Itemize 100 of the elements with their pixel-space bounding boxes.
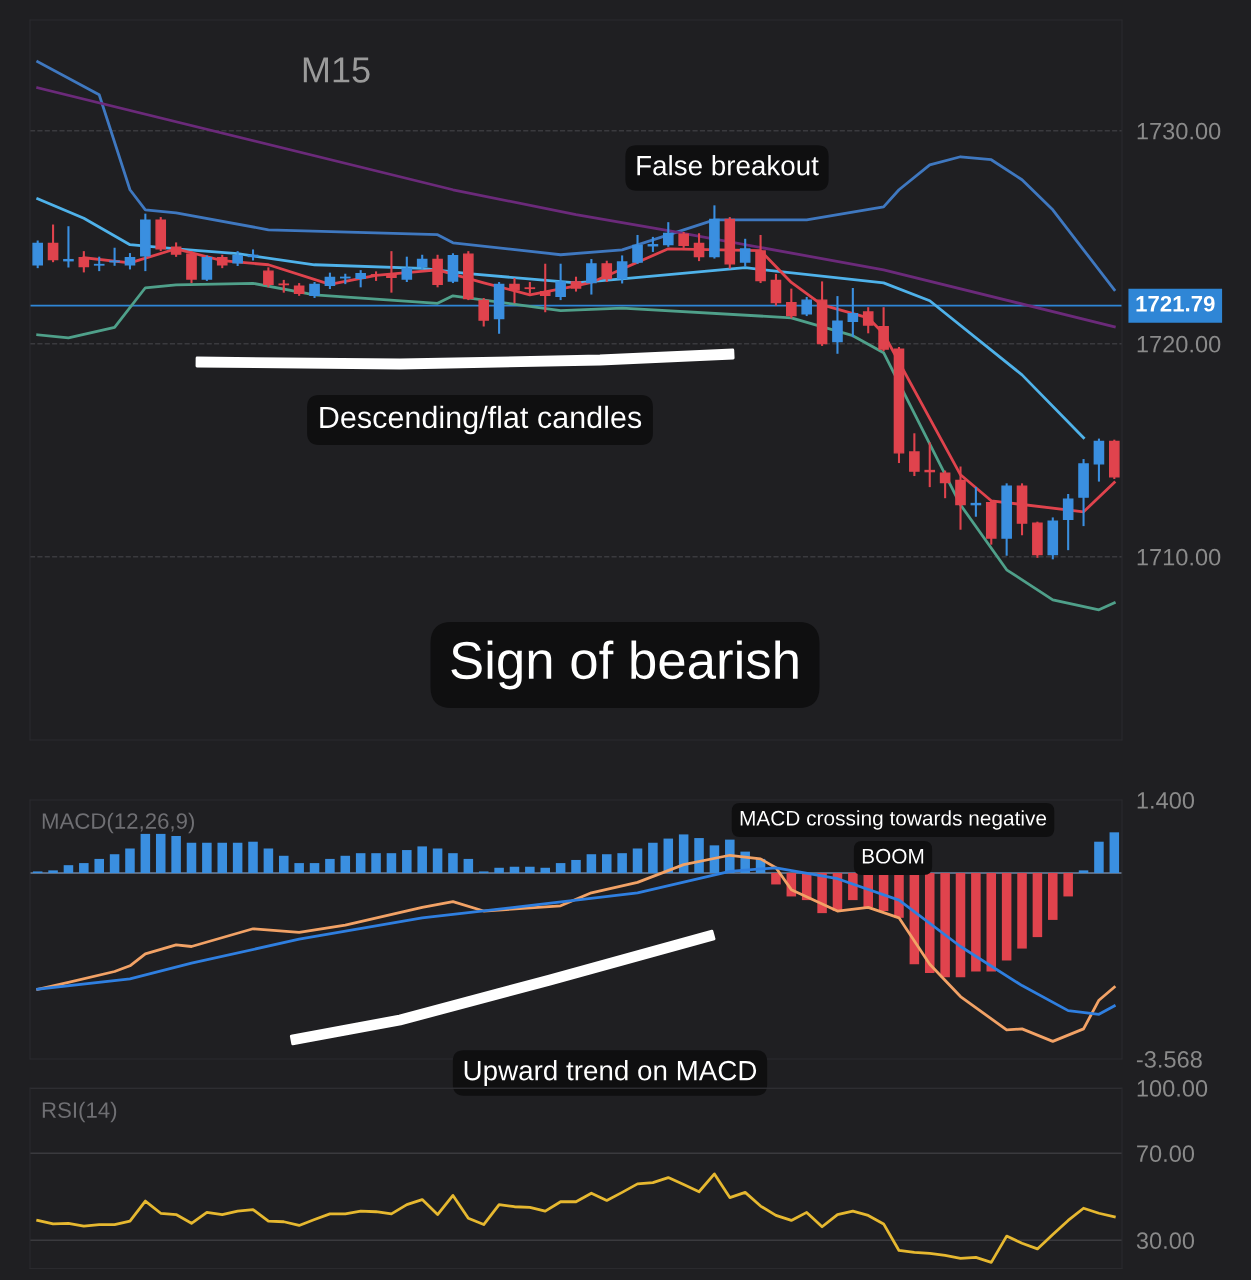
- bar: [525, 866, 535, 873]
- candlestick: [786, 288, 797, 319]
- bar: [1017, 872, 1027, 949]
- bar: [1094, 841, 1104, 873]
- bar: [325, 858, 335, 873]
- bar: [1078, 870, 1089, 873]
- bar: [432, 848, 443, 873]
- candlestick: [401, 256, 413, 282]
- bar: [1109, 832, 1120, 873]
- bar: [48, 870, 58, 873]
- candlestick: [93, 256, 105, 272]
- candlestick: [201, 255, 213, 281]
- bar: [279, 855, 289, 873]
- bar: [402, 850, 412, 873]
- candlestick: [555, 263, 566, 301]
- candlestick: [878, 307, 889, 352]
- y-tick-label: 1730.00: [1137, 122, 1221, 140]
- candlestick: [278, 279, 290, 293]
- bar: [155, 833, 166, 873]
- line-series: [36, 86, 1116, 329]
- candlestick: [109, 247, 120, 266]
- annotation: MACD crossing towards negative: [740, 810, 1047, 830]
- bar: [648, 842, 658, 873]
- bar: [232, 842, 243, 873]
- candlestick: [770, 273, 782, 306]
- y-tick-label: 1720.00: [1137, 335, 1221, 353]
- bar: [971, 872, 981, 972]
- y-tick-label: 1.400: [1137, 792, 1195, 809]
- bar: [294, 863, 304, 873]
- bar: [586, 854, 597, 873]
- bar: [140, 833, 151, 873]
- text: RSI(14): [42, 1101, 117, 1123]
- candlestick: [632, 234, 643, 264]
- bar: [1032, 872, 1043, 938]
- bar: [417, 846, 427, 873]
- annotation: Sign of bearish: [451, 640, 798, 690]
- text: MACD(12,26,9): [42, 812, 194, 834]
- candlestick: [1062, 493, 1074, 551]
- candlestick: [32, 240, 43, 269]
- line-series: [36, 281, 1116, 612]
- bar: [1063, 872, 1073, 897]
- bar: [79, 863, 89, 873]
- line-series: [36, 1172, 1116, 1264]
- bar: [494, 867, 504, 873]
- bar: [448, 853, 458, 873]
- y-tick-label: 30.00: [1136, 1232, 1195, 1250]
- bar: [171, 835, 181, 873]
- candlestick: [478, 298, 490, 327]
- bar: [340, 855, 351, 873]
- y-tick-label: 1710.00: [1137, 548, 1221, 566]
- bar: [601, 854, 612, 873]
- bar: [1001, 872, 1012, 961]
- bar: [463, 858, 474, 873]
- text: Upward trend on MACD: [464, 1060, 757, 1086]
- bar: [109, 854, 120, 873]
- candlestick: [939, 470, 951, 499]
- line-series: [36, 866, 1116, 1016]
- bar: [186, 842, 197, 873]
- annotation: BOOM: [862, 848, 924, 864]
- bar: [309, 863, 320, 873]
- bar: [555, 863, 566, 873]
- bar: [263, 848, 274, 873]
- bar: [94, 858, 104, 873]
- annotation: M15: [303, 57, 370, 83]
- bar: [986, 872, 997, 972]
- bar: [955, 872, 966, 978]
- candlestick: [524, 282, 536, 294]
- y-tick-label: 70.00: [1137, 1145, 1195, 1163]
- line-series: [36, 197, 1085, 440]
- candlestick: [386, 251, 397, 293]
- y-tick-label: -3.568: [1136, 1051, 1202, 1068]
- candlestick: [63, 226, 74, 268]
- bar: [694, 838, 704, 873]
- candlestick: [586, 259, 597, 295]
- bar: [924, 872, 935, 974]
- bar: [202, 842, 212, 873]
- bar: [940, 872, 950, 978]
- bar: [617, 853, 627, 873]
- bar: [1048, 872, 1058, 920]
- candlestick: [616, 255, 628, 284]
- y-tick-label: 100.00: [1137, 1080, 1208, 1097]
- candlestick: [662, 222, 674, 247]
- candlestick: [509, 277, 520, 304]
- bar: [217, 842, 228, 873]
- annotation: Descending/flat candles: [320, 405, 642, 435]
- bar: [371, 853, 381, 873]
- candlestick: [924, 442, 936, 488]
- candlestick: [539, 263, 551, 313]
- candlestick: [601, 260, 613, 282]
- candlestick: [47, 224, 59, 263]
- bar: [63, 865, 74, 873]
- candlestick: [909, 433, 920, 477]
- annotation: False breakout: [637, 155, 819, 176]
- bar: [540, 867, 551, 873]
- bar: [386, 853, 397, 873]
- ref-line-label: 1721.79: [1136, 295, 1215, 312]
- candlestick: [739, 238, 751, 267]
- bar: [771, 872, 781, 885]
- candlestick: [1093, 438, 1105, 482]
- bar: [571, 859, 581, 873]
